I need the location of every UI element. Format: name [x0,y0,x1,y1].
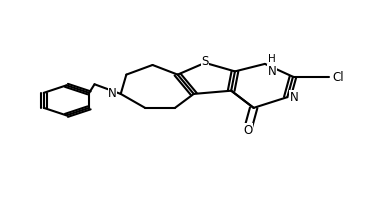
Text: Cl: Cl [332,71,344,84]
Text: N: N [268,65,277,78]
Text: N: N [108,87,117,100]
Text: H: H [268,54,276,64]
Text: O: O [244,124,253,137]
Text: S: S [201,55,209,68]
Text: N: N [290,91,298,104]
